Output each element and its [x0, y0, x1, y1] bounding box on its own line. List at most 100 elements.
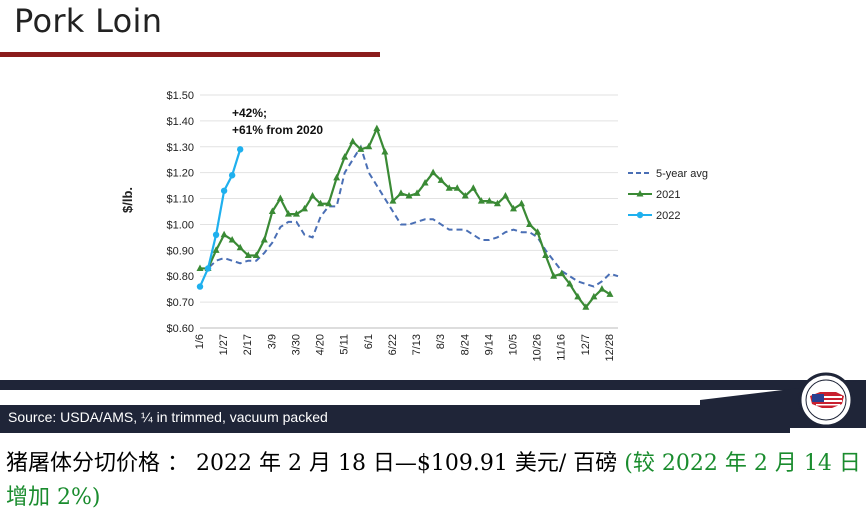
marker-2021: [550, 272, 558, 279]
x-tick-label: 11/16: [556, 334, 568, 361]
legend-marker: [636, 190, 644, 197]
marker-2021: [501, 191, 509, 199]
marker-2021: [510, 204, 517, 212]
marker-2021: [518, 199, 526, 207]
series-line-2022: [198, 149, 242, 288]
x-tick-label: 6/22: [387, 334, 399, 355]
y-tick-label: $1.30: [166, 142, 194, 154]
marker-2021: [309, 191, 317, 199]
marker-2021: [236, 243, 244, 251]
marker-2021: [389, 197, 397, 204]
legend-label: 2022: [656, 210, 680, 222]
marker-2021: [590, 292, 598, 300]
marker-2021: [413, 189, 421, 196]
chart-legend: 5-year avg 2021 2022: [628, 168, 708, 222]
legend-marker: [636, 211, 644, 219]
marker-2021: [220, 230, 228, 238]
x-tick-label: 1/27: [218, 334, 230, 355]
x-tick-label: 10/5: [508, 334, 520, 355]
caption-main: 猪屠体分切价格 ： 2022 年 2 月 18 日—$109.91 美元/ 百磅: [6, 451, 618, 476]
marker-2021: [397, 189, 405, 196]
x-tick-label: 8/3: [435, 334, 447, 349]
marker-2021: [212, 246, 220, 253]
chart-annotation: +42%; +61% from 2020: [232, 106, 323, 137]
page-title: Pork Loin: [14, 2, 163, 40]
annotation-line: +42%;: [232, 106, 267, 120]
marker-2021: [582, 303, 590, 310]
marker-2021: [534, 228, 542, 235]
x-tick-label: 12/28: [604, 334, 616, 362]
marker-2021: [292, 210, 300, 217]
y-tick-label: $1.20: [166, 168, 194, 180]
marker-2021: [421, 179, 429, 186]
marker-2021: [317, 199, 325, 207]
x-tick-label: 6/1: [363, 334, 375, 349]
y-tick-label: $1.40: [166, 116, 194, 128]
x-tick-label: 8/24: [459, 334, 471, 355]
y-tick-label: $0.70: [166, 297, 194, 309]
chinese-caption: 猪屠体分切价格 ： 2022 年 2 月 18 日—$109.91 美元/ 百磅…: [6, 447, 864, 515]
marker-2021: [349, 137, 357, 145]
caption-change: (较 2022 年 2 月 14 日增加 2%): [6, 451, 861, 510]
title-rule: [0, 52, 380, 57]
y-tick-label: $0.60: [166, 323, 194, 335]
marker-2021: [260, 235, 268, 243]
marker-2021: [357, 145, 365, 152]
x-axis-ticks: 1/6 1/27 2/17 3/9 3/30 4/20 5/11 6/1 6/22 7/13 8/3…: [194, 334, 616, 362]
marker-2021: [453, 184, 461, 191]
marker-2021: [542, 251, 550, 259]
x-tick-label: 9/14: [483, 334, 495, 355]
marker-2021: [196, 264, 204, 271]
y-tick-label: $1.10: [166, 194, 194, 206]
x-tick-label: 10/26: [532, 334, 544, 362]
source-text: Source: USDA/AMS, ¼ in trimmed, vacuum p…: [8, 409, 328, 425]
legend-label: 2021: [656, 189, 680, 201]
y-tick-label: $0.80: [166, 271, 194, 283]
marker-2021: [566, 279, 574, 287]
marker-2021: [341, 153, 349, 160]
x-tick-label: 3/30: [290, 334, 302, 355]
x-tick-label: 1/6: [194, 334, 206, 349]
marker-2021: [445, 184, 453, 191]
marker-2021: [276, 194, 284, 202]
marker-2022: [220, 187, 228, 194]
marker-2022: [236, 146, 244, 153]
marker-2021: [558, 269, 566, 277]
series-line-5-year-avg: [200, 144, 619, 288]
y-axis-label: $/lb.: [120, 187, 135, 213]
marker-2021: [244, 251, 252, 259]
y-tick-label: $1.50: [166, 90, 194, 102]
marker-2022: [196, 283, 204, 290]
marker-2021: [373, 124, 381, 132]
marker-2022: [228, 172, 236, 179]
y-tick-label: $1.00: [166, 219, 194, 231]
marker-2021: [469, 184, 477, 191]
marker-2021: [325, 199, 333, 207]
marker-2021: [381, 147, 389, 155]
source-bar: Source: USDA/AMS, ¼ in trimmed, vacuum p…: [0, 405, 790, 433]
marker-2021: [268, 207, 276, 214]
marker-2021: [493, 199, 501, 207]
x-tick-label: 5/11: [339, 334, 351, 355]
marker-2022: [212, 231, 220, 238]
y-tick-label: $0.90: [166, 245, 194, 257]
y-axis-ticks: $1.50 $1.40 $1.30 $1.20 $1.10 $1.00 $0.90 $0.80…: [166, 90, 194, 335]
marker-2021: [526, 220, 534, 227]
marker-2021: [598, 285, 606, 292]
legend-label: 5-year avg: [656, 168, 708, 180]
marker-2021: [429, 168, 437, 176]
marker-2021: [437, 176, 445, 183]
line-chart: $1.50 $1.40 $1.30 $1.20 $1.10 $1.00 $0.90 $0.80…: [120, 90, 708, 362]
series-line-2021: [200, 125, 611, 310]
chart-series: [196, 124, 619, 310]
marker-2021: [574, 292, 582, 300]
marker-2021: [252, 251, 260, 259]
marker-2021: [284, 210, 292, 217]
marker-2021: [301, 204, 308, 212]
x-tick-label: 12/7: [580, 334, 592, 355]
marker-2021: [333, 173, 341, 181]
x-tick-label: 7/13: [411, 334, 423, 355]
marker-2021: [461, 191, 469, 199]
marker-2021: [365, 142, 373, 150]
x-tick-label: 4/20: [315, 334, 327, 355]
